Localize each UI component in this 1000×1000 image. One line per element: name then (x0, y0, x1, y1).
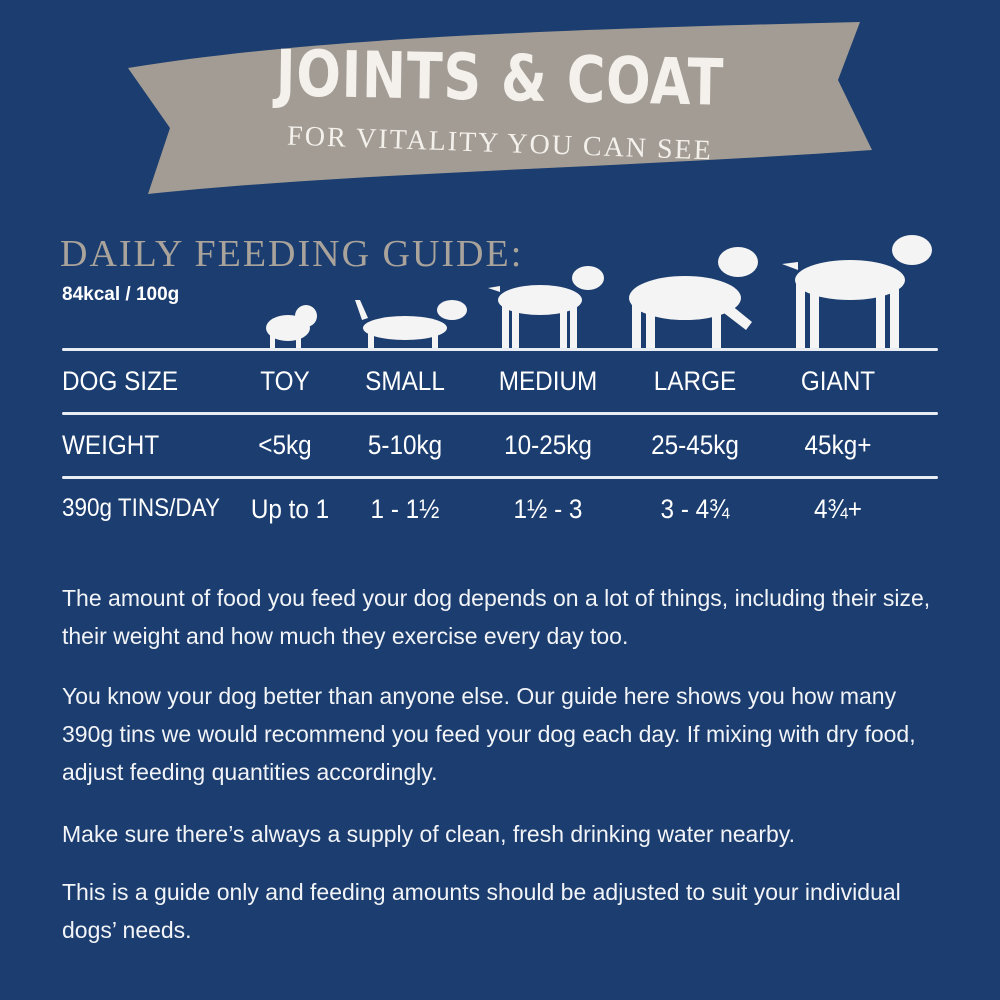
cell: 25-45kg (651, 430, 739, 460)
cell: <5kg (258, 430, 312, 460)
medium-dog-icon (488, 266, 604, 348)
cell: 3 - 4¾ (660, 494, 730, 524)
kcal-label: 84kcal / 100g (62, 284, 180, 305)
feeding-guide-heading: DAILY FEEDING GUIDE: (60, 233, 524, 275)
cell: 5-10kg (367, 430, 443, 460)
giant-dog-icon (782, 235, 932, 348)
table-rule (62, 476, 938, 479)
table-rule (62, 412, 938, 415)
cell: GIANT (800, 366, 876, 396)
cell: SMALL (365, 366, 445, 396)
cell: 45kg+ (804, 430, 872, 460)
banner-ribbon (128, 22, 872, 194)
paragraph: This is a guide only and feeding amounts… (62, 879, 901, 943)
row-label-dog-size: DOG SIZE (62, 366, 179, 396)
dog-silhouettes (266, 235, 932, 348)
cell: MEDIUM (498, 366, 598, 396)
small-dog-icon (355, 300, 467, 348)
cell: 4¾+ (814, 494, 862, 524)
toy-dog-icon (266, 305, 317, 348)
paragraph: You know your dog better than anyone els… (62, 683, 916, 785)
cell: TOY (260, 366, 310, 396)
paragraph: The amount of food you feed your dog dep… (62, 585, 931, 649)
large-dog-icon (629, 247, 758, 348)
cell: 1½ - 3 (513, 494, 583, 524)
cell: 1 - 1½ (370, 494, 440, 524)
row-label-weight: WEIGHT (62, 430, 160, 460)
cell: LARGE (653, 366, 737, 396)
cell: Up to 1 (250, 494, 330, 524)
table-rule (62, 348, 938, 351)
cell: 10-25kg (504, 430, 592, 460)
row-label-tins: 390g TINS/DAY (62, 494, 221, 522)
paragraph: Make sure there’s always a supply of cle… (62, 821, 795, 847)
